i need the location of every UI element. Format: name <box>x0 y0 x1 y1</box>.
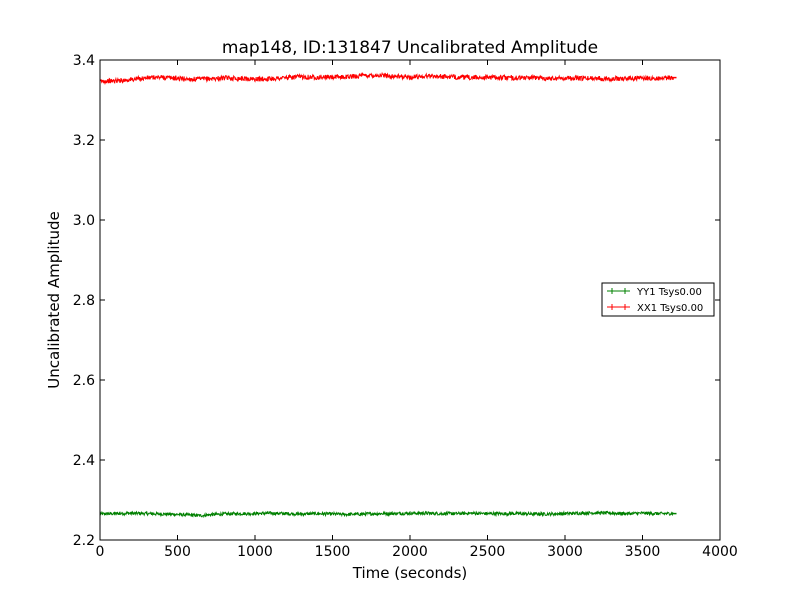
y-tick-label: 3.2 <box>73 133 95 149</box>
x-tick-label: 1000 <box>237 544 273 560</box>
legend-label: XX1 Tsys0.00 <box>637 303 703 314</box>
x-tick-label: 0 <box>96 544 105 560</box>
legend-label: YY1 Tsys0.00 <box>636 287 702 298</box>
x-tick-label: 500 <box>164 544 191 560</box>
legend-box <box>601 282 715 317</box>
x-tick-label: 2500 <box>470 544 506 560</box>
x-tick-label: 3000 <box>547 544 583 560</box>
y-axis-label: Uncalibrated Amplitude <box>45 211 63 388</box>
x-tick-label: 2000 <box>392 544 428 560</box>
y-axis: 2.2 2.4 2.6 2.8 3.0 3.2 3.4 <box>73 53 720 549</box>
legend: YY1 Tsys0.00 XX1 Tsys0.00 <box>601 282 715 317</box>
y-tick-label: 2.4 <box>73 453 95 469</box>
series-line-yy1 <box>99 510 674 519</box>
y-tick-label: 3.4 <box>73 53 95 69</box>
x-tick-label: 1500 <box>315 544 351 560</box>
x-tick-label: 3500 <box>625 544 661 560</box>
x-tick-label: 4000 <box>702 544 738 560</box>
y-tick-label: 2.6 <box>73 373 95 389</box>
x-axis-label: Time (seconds) <box>352 564 468 582</box>
plot-series-layer <box>99 71 677 519</box>
x-axis: 0 500 1000 1500 2000 2500 3000 3500 4000 <box>96 60 738 560</box>
y-tick-label: 2.8 <box>73 293 95 309</box>
y-tick-label: 2.2 <box>73 533 95 549</box>
chart-title: map148, ID:131847 Uncalibrated Amplitude <box>222 38 598 58</box>
series-line-xx1 <box>99 71 674 86</box>
y-tick-label: 3.0 <box>73 213 95 229</box>
